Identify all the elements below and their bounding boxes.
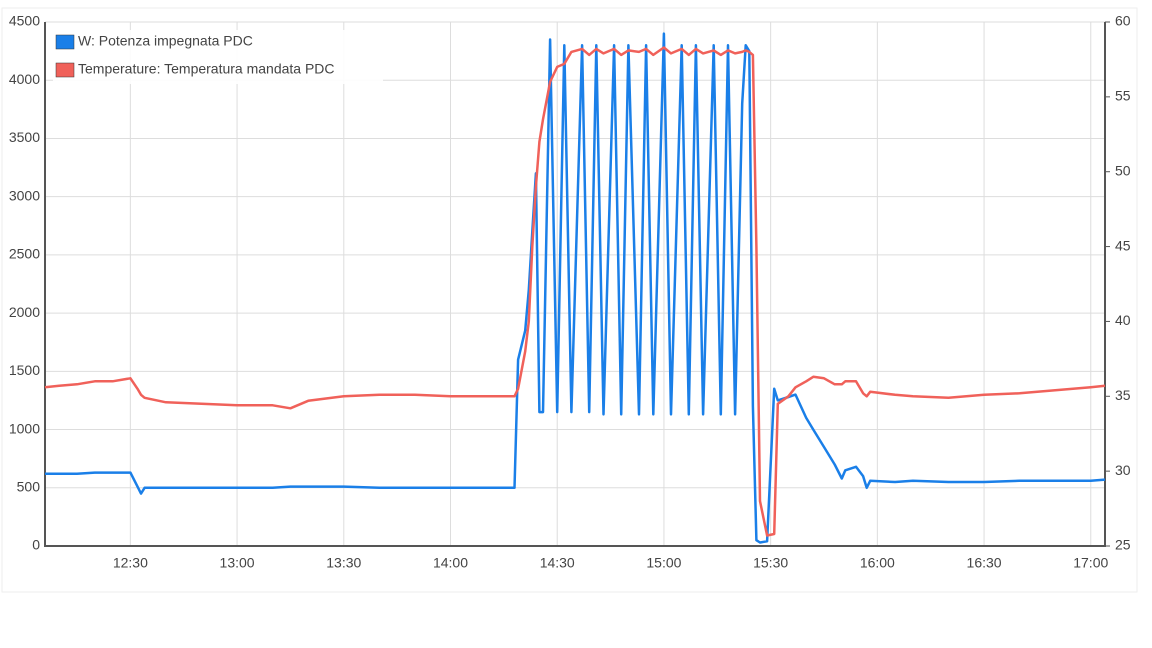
legend-box bbox=[53, 30, 383, 84]
y-tick-label: 4500 bbox=[9, 13, 40, 29]
legend-label: Temperature: Temperatura mandata PDC bbox=[78, 61, 335, 77]
legend-label: W: Potenza impegnata PDC bbox=[78, 33, 253, 49]
y-tick-label: 1000 bbox=[9, 420, 40, 436]
series-line bbox=[45, 32, 1106, 544]
legend-swatch bbox=[55, 62, 75, 78]
y2-tick-label: 30 bbox=[1115, 462, 1131, 478]
x-tick-label: 15:00 bbox=[646, 555, 681, 571]
x-tick-label: 16:30 bbox=[967, 555, 1002, 571]
x-tick-label: 12:30 bbox=[113, 555, 148, 571]
x-tick-label: 13:00 bbox=[220, 555, 255, 571]
x-tick-label: 17:00 bbox=[1073, 555, 1108, 571]
y-tick-label: 4000 bbox=[9, 71, 40, 87]
y-tick-label: 500 bbox=[17, 478, 41, 494]
x-tick-label: 15:30 bbox=[753, 555, 788, 571]
x-tick-label: 13:30 bbox=[326, 555, 361, 571]
x-tick-label: 14:30 bbox=[540, 555, 575, 571]
y2-tick-label: 45 bbox=[1115, 237, 1131, 253]
y2-tick-label: 55 bbox=[1115, 88, 1131, 104]
y-tick-label: 2500 bbox=[9, 246, 40, 262]
y2-tick-label: 25 bbox=[1115, 537, 1131, 553]
y2-tick-label: 50 bbox=[1115, 162, 1131, 178]
y-tick-label: 3500 bbox=[9, 129, 40, 145]
y2-tick-label: 35 bbox=[1115, 387, 1131, 403]
y-tick-label: 1500 bbox=[9, 362, 40, 378]
y-tick-label: 0 bbox=[32, 537, 40, 553]
y2-tick-label: 40 bbox=[1115, 312, 1131, 328]
y-tick-label: 2000 bbox=[9, 304, 40, 320]
y-tick-label: 3000 bbox=[9, 187, 40, 203]
series-line bbox=[44, 46, 1106, 537]
x-tick-label: 14:00 bbox=[433, 555, 468, 571]
legend-swatch bbox=[55, 34, 75, 50]
axis-frame bbox=[44, 22, 1106, 547]
y2-tick-label: 60 bbox=[1115, 13, 1131, 29]
x-tick-label: 16:00 bbox=[860, 555, 895, 571]
